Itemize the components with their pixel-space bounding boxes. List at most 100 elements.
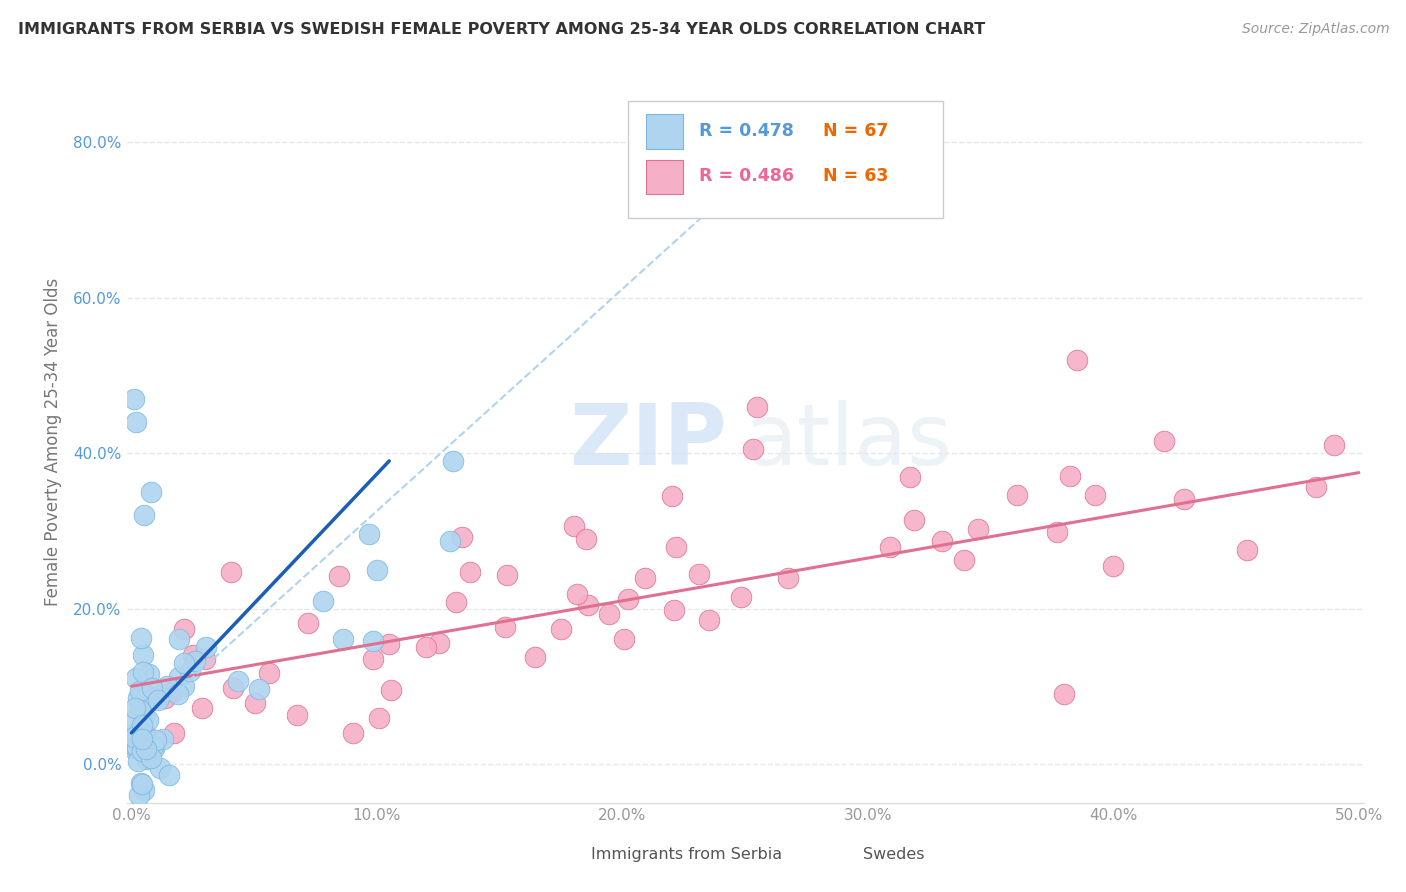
Point [138,667,160,681]
Point [167,670,190,684]
Point [131,732,153,747]
Point [257,665,280,680]
Point [444,595,467,609]
Point [145,733,167,747]
Point [134,741,156,756]
Point [141,681,163,696]
FancyBboxPatch shape [627,101,943,218]
Point [359,527,381,541]
Point [135,752,157,766]
Point [191,700,214,714]
Point [122,727,145,741]
Point [132,508,155,523]
Point [427,636,450,650]
Point [167,632,190,647]
Point [1005,488,1028,502]
Point [152,731,174,746]
Point [146,693,169,707]
Point [699,613,721,627]
Text: N = 63: N = 63 [823,168,889,186]
Point [730,590,752,604]
Point [129,632,152,646]
Point [613,632,636,647]
Text: N = 67: N = 67 [823,122,889,140]
FancyBboxPatch shape [554,845,581,866]
Point [173,656,195,670]
Point [129,703,152,717]
Point [742,442,765,456]
FancyBboxPatch shape [647,114,683,149]
Point [367,711,389,725]
Point [219,565,242,579]
FancyBboxPatch shape [825,845,853,866]
Point [134,741,156,756]
Text: Source: ZipAtlas.com: Source: ZipAtlas.com [1241,22,1389,37]
Point [688,567,710,582]
Point [366,564,388,578]
Point [127,690,149,705]
Text: Immigrants from Serbia: Immigrants from Serbia [591,847,782,863]
Point [967,522,990,536]
Point [1066,353,1088,368]
Point [1323,438,1346,452]
Point [127,741,149,756]
Point [173,680,195,694]
Point [125,740,148,755]
Point [380,682,402,697]
Point [415,640,437,655]
Text: Swedes: Swedes [863,847,924,863]
Point [129,741,152,756]
Point [141,751,163,765]
Point [134,783,156,797]
Point [450,530,472,544]
Point [931,534,953,549]
Point [562,519,585,533]
Point [132,648,155,662]
Point [747,400,769,414]
Point [173,623,195,637]
Point [1053,687,1076,701]
Point [312,594,335,608]
Point [285,708,308,723]
Point [125,672,148,686]
Point [121,741,143,756]
Point [155,691,177,706]
Point [378,636,401,650]
Point [131,777,153,791]
Point [179,664,201,678]
Point [1102,559,1125,574]
Point [157,768,180,782]
Point [194,652,217,666]
Point [1046,524,1069,539]
Point [131,718,153,732]
Point [136,714,159,728]
Point [662,603,685,617]
Point [122,392,145,406]
Point [125,415,148,429]
Point [184,654,207,668]
Point [142,739,165,753]
Point [122,730,145,744]
Point [576,599,599,613]
Point [661,489,683,503]
Point [160,685,183,699]
Point [361,652,384,666]
Point [124,701,146,715]
Point [142,741,165,756]
Point [328,569,350,583]
Point [1084,488,1107,502]
Text: R = 0.478: R = 0.478 [699,122,794,140]
Text: atlas: atlas [745,400,953,483]
Point [953,553,976,567]
Point [135,742,157,756]
Point [575,533,598,547]
Point [132,665,155,680]
Point [128,788,150,802]
Point [1153,434,1175,449]
Point [567,587,589,601]
Point [156,679,179,693]
Point [127,754,149,768]
Point [363,633,385,648]
Point [495,568,517,582]
Point [598,607,620,621]
